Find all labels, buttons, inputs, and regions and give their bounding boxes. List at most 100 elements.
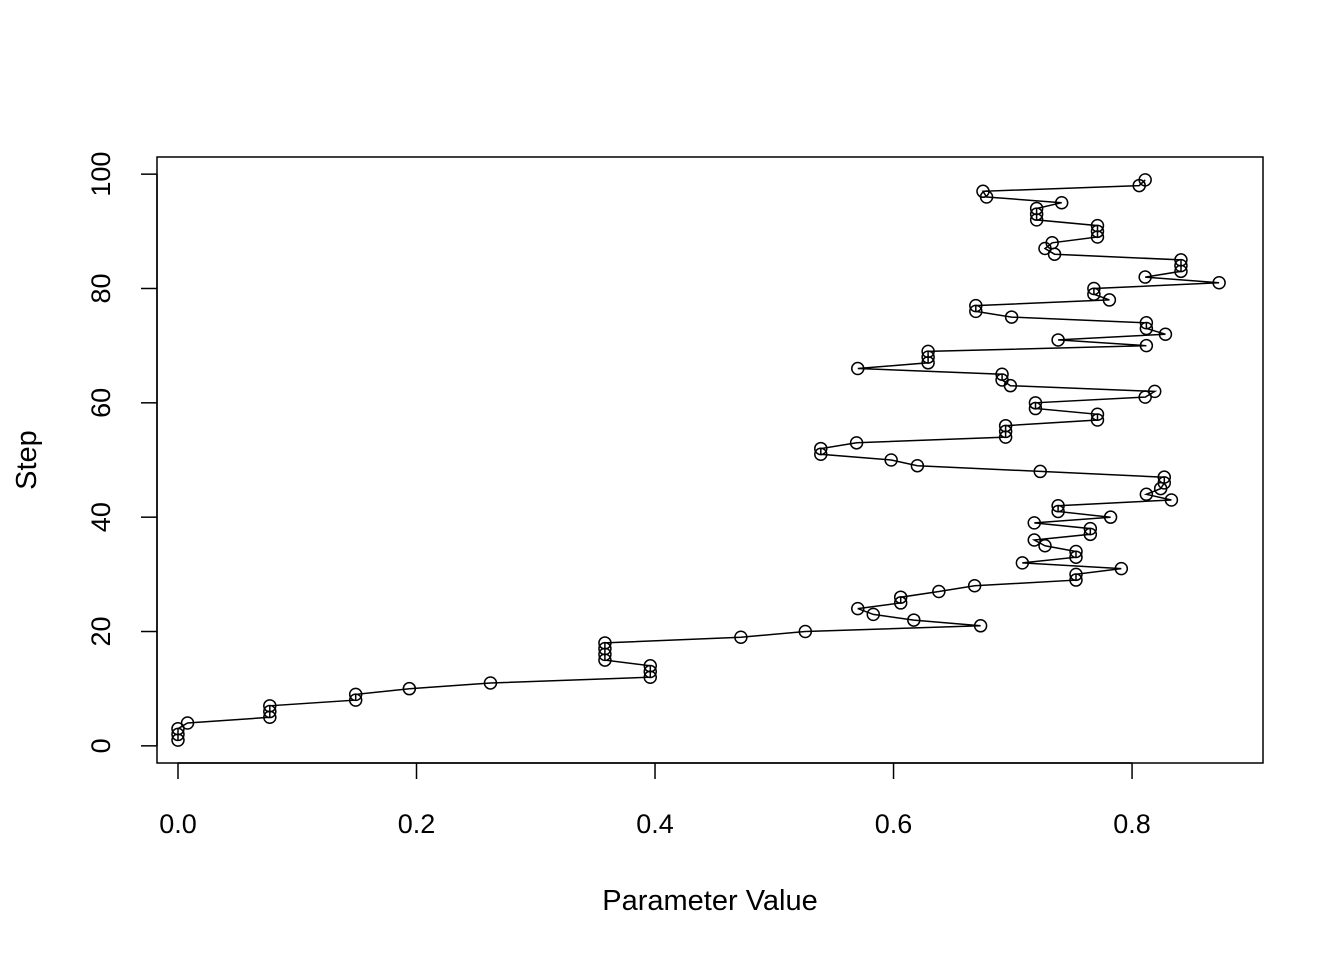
- data-point: [910, 458, 925, 473]
- data-point: [998, 418, 1013, 433]
- data-point: [598, 641, 612, 656]
- y-axis: 0 20 40 60 80 100: [86, 152, 158, 753]
- data-point: [1015, 556, 1030, 570]
- data-point: [1029, 207, 1044, 221]
- data-point: [171, 727, 185, 742]
- data-point: [1069, 544, 1083, 559]
- data-point: [932, 584, 946, 599]
- y-tick-label: 20: [86, 616, 116, 646]
- data-point: [1157, 476, 1172, 490]
- data-point: [1147, 384, 1162, 399]
- data-point: [1045, 236, 1059, 250]
- data-point: [263, 704, 277, 719]
- data-point: [1090, 413, 1105, 427]
- plot-frame: [156, 156, 1264, 764]
- data-point: [734, 630, 748, 644]
- data-point: [180, 716, 195, 730]
- data-point: [348, 693, 363, 707]
- data-point: [263, 699, 277, 713]
- data-point: [1139, 338, 1154, 353]
- data-point: [798, 624, 813, 639]
- data-point: [1027, 533, 1042, 547]
- data-point: [1139, 487, 1154, 502]
- data-point: [1029, 201, 1044, 216]
- y-tick-label: 40: [86, 502, 116, 532]
- x-tick-label: 0.4: [636, 809, 674, 839]
- data-point: [1139, 321, 1154, 336]
- x-tick-label: 0.6: [875, 809, 913, 839]
- y-tick-label: 80: [86, 273, 116, 303]
- data-point: [1087, 281, 1101, 296]
- y-tick-label: 100: [86, 152, 116, 197]
- data-point: [851, 601, 865, 616]
- x-axis: 0.0 0.2 0.4 0.6 0.8: [159, 762, 1151, 839]
- data-point: [1028, 396, 1043, 410]
- data-point: [1138, 173, 1152, 187]
- data-point: [814, 441, 828, 456]
- data-point: [1054, 195, 1069, 210]
- data-point: [1051, 504, 1065, 519]
- data-point: [1069, 550, 1083, 564]
- data-points: [171, 173, 1226, 747]
- data-point: [1087, 287, 1101, 301]
- data-point: [893, 590, 908, 604]
- data-point: [1158, 327, 1173, 341]
- data-point: [866, 607, 881, 622]
- data-point: [1164, 493, 1179, 507]
- data-point: [1051, 498, 1065, 513]
- data-point: [1069, 567, 1083, 582]
- data-point: [1051, 333, 1065, 347]
- data-point: [1139, 316, 1154, 330]
- data-point: [1083, 527, 1098, 542]
- data-point: [483, 676, 498, 690]
- data-point: [998, 424, 1013, 439]
- data-point: [907, 613, 921, 627]
- y-tick-label: 0: [86, 738, 116, 753]
- data-point: [1028, 401, 1043, 416]
- data-point: [1033, 464, 1047, 479]
- data-point: [1090, 224, 1105, 239]
- data-point: [921, 350, 935, 364]
- data-point: [1069, 573, 1083, 587]
- data-point: [976, 184, 990, 199]
- data-point: [969, 298, 983, 313]
- x-axis-title: Parameter Value: [602, 885, 817, 917]
- data-point: [1038, 539, 1052, 553]
- data-point: [995, 367, 1009, 381]
- data-point: [1090, 218, 1105, 233]
- data-point: [1004, 310, 1019, 324]
- data-point: [402, 681, 417, 696]
- data-point: [1138, 270, 1152, 284]
- series-line: [177, 179, 1220, 741]
- data-point: [643, 664, 658, 679]
- data-point: [1027, 516, 1042, 530]
- data-point: [348, 687, 363, 702]
- x-tick-label: 0.0: [159, 809, 197, 839]
- x-tick-label: 0.8: [1113, 809, 1151, 839]
- data-point: [814, 447, 828, 462]
- x-tick-label: 0.2: [398, 809, 436, 839]
- data-point: [969, 304, 983, 319]
- data-point: [1114, 561, 1129, 576]
- data-point: [995, 373, 1009, 387]
- data-point: [1174, 253, 1188, 267]
- data-point: [851, 361, 865, 376]
- data-point: [1212, 276, 1226, 290]
- data-point: [643, 659, 658, 673]
- data-point: [1102, 293, 1117, 307]
- data-point: [921, 344, 935, 359]
- y-axis-title: Step: [11, 430, 43, 490]
- data-point: [1103, 510, 1118, 524]
- data-point: [1090, 407, 1105, 422]
- data-point: [884, 453, 898, 467]
- y-tick-label: 60: [86, 388, 116, 418]
- data-point: [893, 596, 908, 610]
- data-point: [1083, 521, 1098, 536]
- data-point: [1157, 470, 1172, 484]
- data-point: [1174, 258, 1188, 273]
- data-point: [849, 436, 864, 450]
- data-point: [967, 579, 982, 593]
- data-point: [598, 636, 612, 650]
- data-point: [973, 619, 988, 633]
